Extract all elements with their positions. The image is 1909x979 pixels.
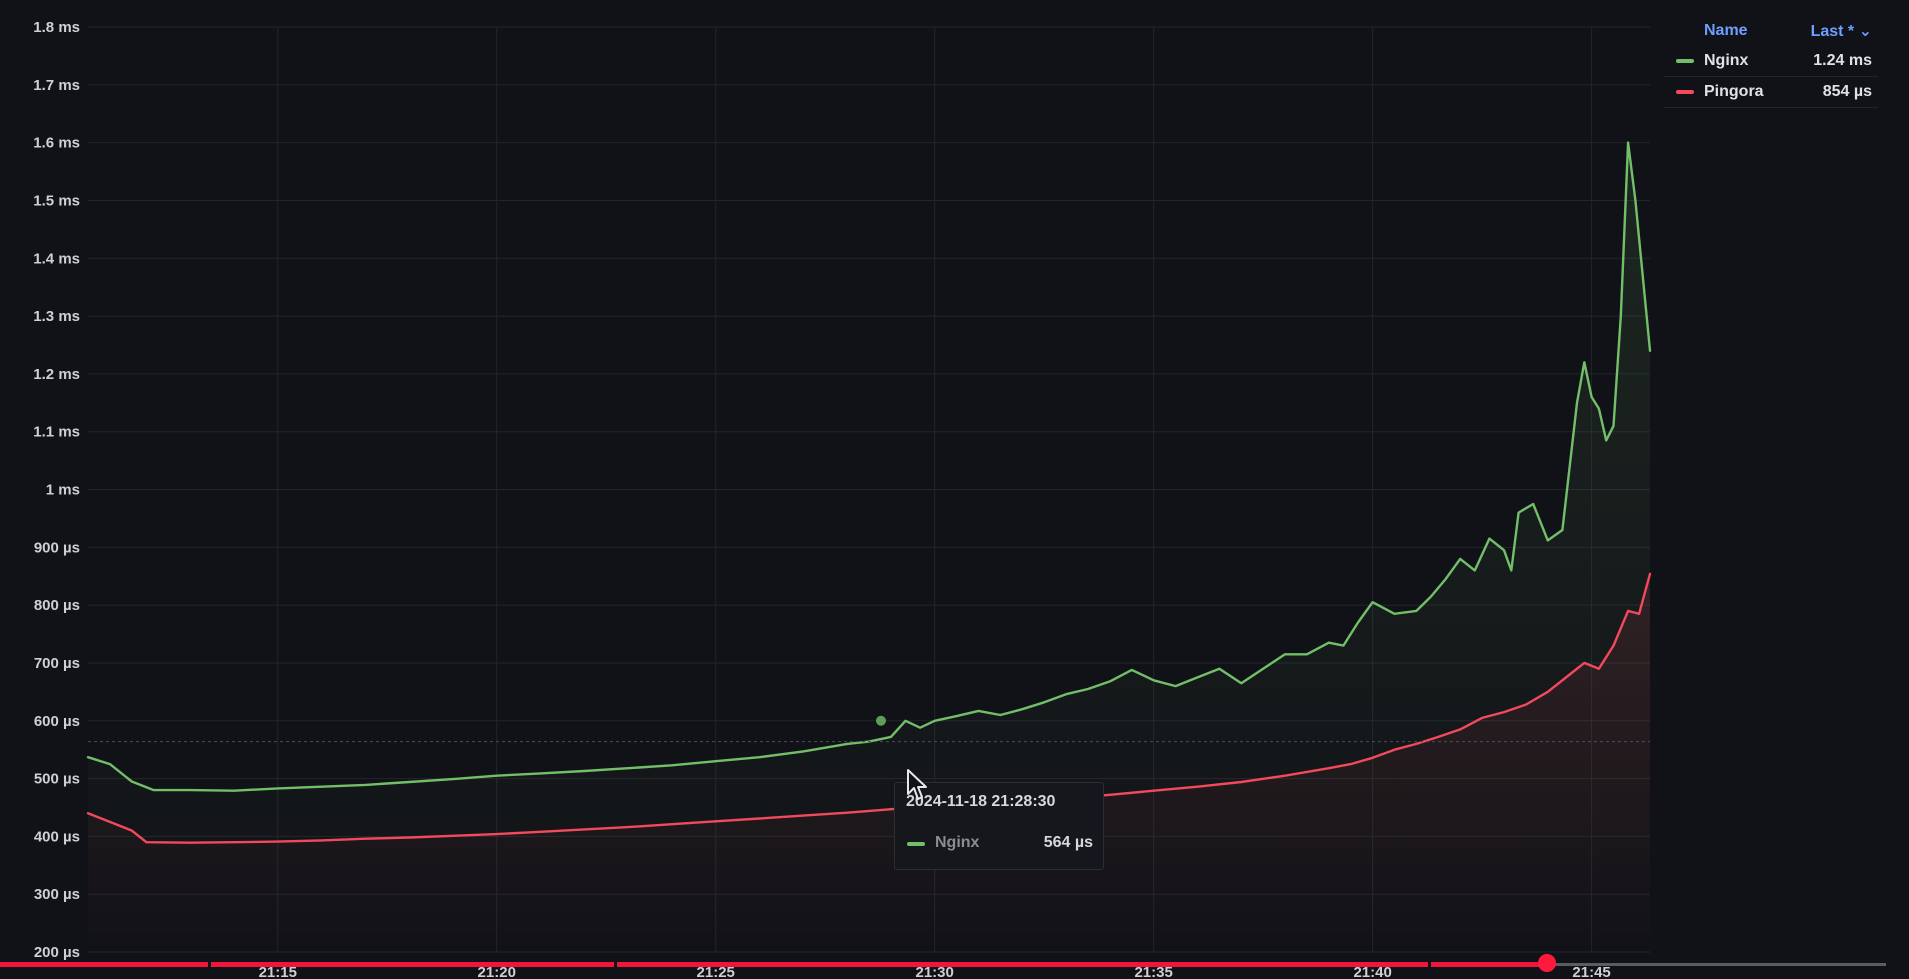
x-tick-label: 21:45 [1572,964,1610,979]
y-tick-label: 1.8 ms [33,19,80,36]
legend-header: Name Last * ⌄ [1664,16,1878,46]
legend-last-value: 854 µs [1822,83,1872,100]
legend-name: Pingora [1704,83,1764,100]
video-progress-bar[interactable] [0,954,1909,972]
hover-point [876,715,886,726]
legend: Name Last * ⌄ Nginx 1.24 ms Pingora 854 … [1664,16,1878,108]
legend-last-header[interactable]: Last * ⌄ [1810,23,1872,40]
x-tick-label: 21:15 [259,964,297,979]
legend-last-value: 1.24 ms [1813,52,1872,69]
y-tick-label: 400 µs [34,828,80,845]
x-tick-label: 21:35 [1134,964,1172,979]
legend-name-header[interactable]: Name [1704,22,1748,39]
x-axis: 21:15 21:20 21:25 21:30 21:35 21:40 21:45 [259,964,1611,979]
y-tick-label: 1.2 ms [33,366,80,383]
y-tick-label: 300 µs [34,886,80,903]
progress-chapter-marker [1428,961,1431,968]
y-tick-label: 600 µs [34,713,80,730]
x-tick-label: 21:20 [478,964,516,979]
y-axis: 1.8 ms 1.7 ms 1.6 ms 1.5 ms 1.4 ms 1.3 ms 1.2 … [33,19,80,961]
y-tick-label: 500 µs [34,771,80,788]
mouse-pointer-icon [907,769,927,800]
x-tick-label: 21:40 [1353,964,1391,979]
y-tick-label: 1.5 ms [33,192,80,209]
y-tick-label: 700 µs [34,655,80,672]
series-line-nginx[interactable] [86,141,1652,792]
hover-layer [88,715,1650,743]
legend-row-nginx[interactable]: Nginx 1.24 ms [1664,46,1878,77]
legend-swatch-nginx [1676,59,1694,63]
legend-row-pingora[interactable]: Pingora 854 µs [1664,77,1878,108]
y-tick-label: 1.1 ms [33,424,80,441]
progress-scrubber-handle[interactable] [1538,954,1556,972]
progress-chapter-marker [208,961,211,968]
y-tick-label: 1.4 ms [33,250,80,267]
hover-tooltip: 2024-11-18 21:28:30 Nginx 564 µs [894,782,1104,870]
tooltip-swatch [907,842,925,846]
tooltip-series-name: Nginx [935,834,980,851]
series-area-pingora [88,573,1650,952]
progress-played [0,962,1547,967]
legend-swatch-pingora [1676,90,1694,94]
series-area-nginx [88,142,1650,953]
x-tick-label: 21:30 [916,964,954,979]
y-tick-label: 900 µs [34,539,80,556]
y-tick-label: 1.3 ms [33,308,80,325]
y-tick-label: 200 µs [34,944,80,961]
tooltip-time: 2024-11-18 21:28:30 [906,793,1056,810]
y-tick-label: 1.6 ms [33,135,80,152]
y-tick-label: 1 ms [46,482,80,499]
x-tick-label: 21:25 [697,964,735,979]
tooltip-value: 564 µs [1043,834,1093,851]
y-tick-label: 1.7 ms [33,77,80,94]
legend-name: Nginx [1704,52,1749,69]
y-tick-label: 800 µs [34,597,80,614]
progress-chapter-marker [614,961,617,968]
